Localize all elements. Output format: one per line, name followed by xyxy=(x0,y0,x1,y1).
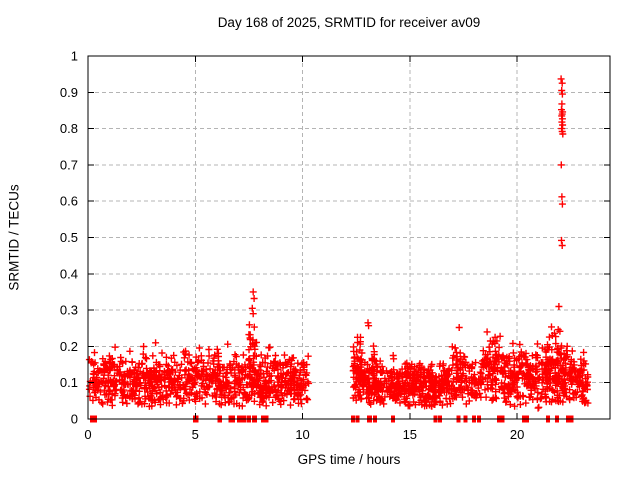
y-tick-label: 0.6 xyxy=(60,194,78,209)
x-tick-label: 15 xyxy=(403,427,417,442)
y-tick-label: 0.7 xyxy=(60,157,78,172)
x-axis-label: GPS time / hours xyxy=(297,452,401,467)
y-tick-label: 1 xyxy=(71,49,78,64)
y-axis-label: SRMTID / TECUs xyxy=(6,184,22,291)
y-tick-label: 0.2 xyxy=(60,339,78,354)
x-tick-label: 0 xyxy=(84,427,91,442)
y-tick-label: 0.5 xyxy=(60,230,78,245)
y-tick-label: 0.3 xyxy=(60,303,78,318)
chart-title: Day 168 of 2025, SRMTID for receiver av0… xyxy=(217,15,481,30)
y-tick-label: 0.1 xyxy=(60,375,78,390)
x-tick-label: 20 xyxy=(510,427,524,442)
x-tick-label: 10 xyxy=(295,427,309,442)
y-tick-label: 0 xyxy=(71,412,78,427)
x-tick-label: 5 xyxy=(192,427,199,442)
y-tick-label: 0.9 xyxy=(60,85,78,100)
y-tick-label: 0.4 xyxy=(60,266,78,281)
y-tick-label: 0.8 xyxy=(60,121,78,136)
